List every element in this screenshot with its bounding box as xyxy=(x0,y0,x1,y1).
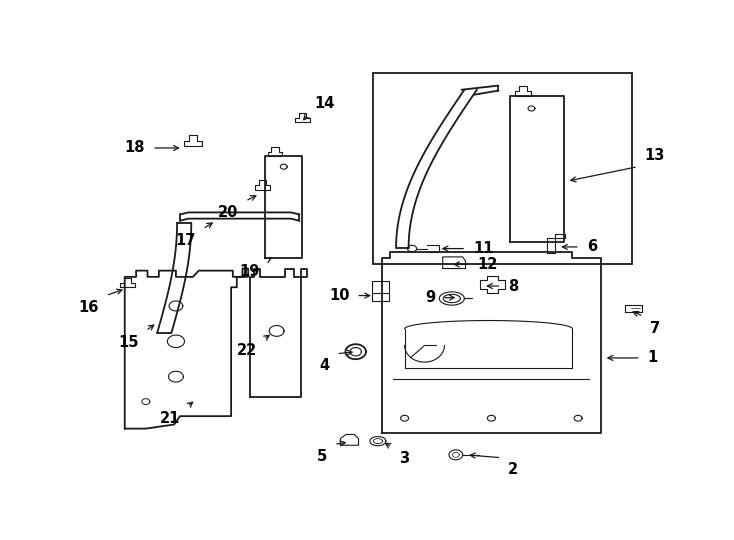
Text: 9: 9 xyxy=(425,290,435,305)
Text: 10: 10 xyxy=(329,288,349,303)
Text: 14: 14 xyxy=(315,96,335,111)
Text: 7: 7 xyxy=(650,321,661,335)
Text: 17: 17 xyxy=(175,233,196,248)
Text: 6: 6 xyxy=(586,239,597,254)
Text: 2: 2 xyxy=(508,462,518,477)
Text: 5: 5 xyxy=(317,449,327,463)
Text: 18: 18 xyxy=(125,140,145,156)
Text: 15: 15 xyxy=(118,335,139,350)
Text: 3: 3 xyxy=(399,451,409,467)
Text: 8: 8 xyxy=(508,279,518,294)
Text: 20: 20 xyxy=(218,205,239,220)
Text: 22: 22 xyxy=(236,343,257,359)
Text: 16: 16 xyxy=(79,300,99,315)
Text: 19: 19 xyxy=(240,265,260,279)
Text: 1: 1 xyxy=(647,350,658,366)
Text: 13: 13 xyxy=(644,147,665,163)
Text: 12: 12 xyxy=(477,257,498,272)
Text: 11: 11 xyxy=(473,241,493,256)
Bar xyxy=(374,73,632,265)
Text: 21: 21 xyxy=(160,411,181,426)
Text: 4: 4 xyxy=(319,358,330,373)
Bar xyxy=(371,281,389,301)
